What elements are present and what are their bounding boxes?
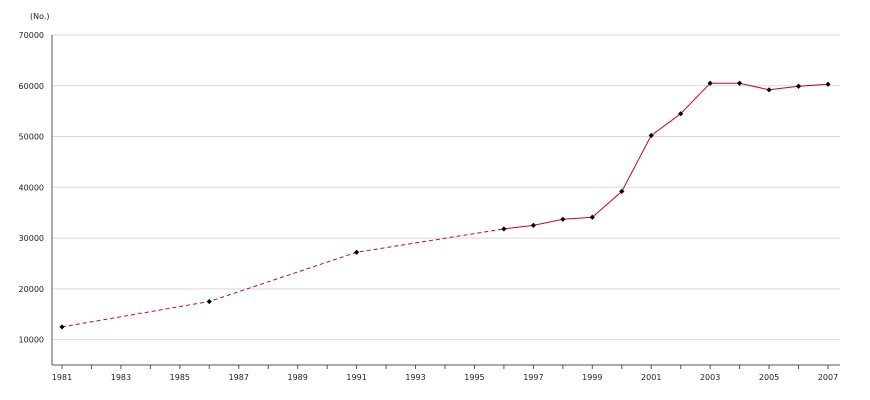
y-tick-label-60000: 60000: [19, 82, 44, 91]
x-tick-label-1993: 1993: [405, 373, 425, 382]
data-point-1991: [354, 249, 360, 255]
series-layer: [59, 80, 831, 330]
data-point-2004: [737, 80, 743, 86]
x-tick-label-2003: 2003: [700, 373, 720, 382]
x-tick-label-1983: 1983: [111, 373, 131, 382]
x-tick-label-1985: 1985: [170, 373, 190, 382]
data-point-1986: [206, 298, 212, 305]
x-tick-label-2001: 2001: [641, 373, 661, 382]
data-point-2002: [678, 111, 684, 117]
data-point-1997: [530, 222, 536, 228]
x-tick-label-1991: 1991: [346, 373, 366, 382]
y-tick-label-70000: 70000: [19, 31, 44, 40]
data-point-1999: [589, 214, 595, 220]
y-tick-label-10000: 10000: [19, 336, 44, 345]
x-tick-label-1999: 1999: [582, 373, 602, 382]
data-point-1996: [501, 226, 507, 232]
data-point-1998: [560, 216, 566, 222]
x-tick-label-1989: 1989: [288, 373, 308, 382]
x-tick-label-1995: 1995: [464, 373, 484, 382]
tick-labels: 10000 20000 30000 40000 50000 60000 70000 1981 1…: [19, 31, 839, 382]
x-tick-label-1997: 1997: [523, 373, 543, 382]
data-point-2001: [648, 132, 654, 139]
y-axis-unit-label: (No.): [30, 12, 50, 21]
x-tick-label-1987: 1987: [229, 373, 249, 382]
axes: [51, 35, 840, 369]
y-tick-label-50000: 50000: [19, 133, 44, 142]
data-point-2007: [825, 81, 831, 87]
data-point-2006: [795, 83, 802, 89]
y-tick-label-30000: 30000: [19, 234, 44, 243]
series-line-solid: [503, 82, 829, 230]
data-point-1981: [59, 324, 65, 330]
x-tick-label-2007: 2007: [818, 373, 838, 382]
data-point-2003: [707, 80, 713, 86]
series-0: [59, 80, 831, 330]
data-point-2000: [619, 188, 625, 194]
gridlines: [52, 34, 840, 341]
x-tick-label-2005: 2005: [759, 373, 779, 382]
x-tick-label-1981: 1981: [52, 373, 72, 382]
series-line-dashed: [61, 228, 504, 328]
data-point-2005: [766, 87, 772, 93]
y-tick-label-20000: 20000: [19, 285, 44, 294]
y-tick-label-40000: 40000: [19, 183, 44, 192]
